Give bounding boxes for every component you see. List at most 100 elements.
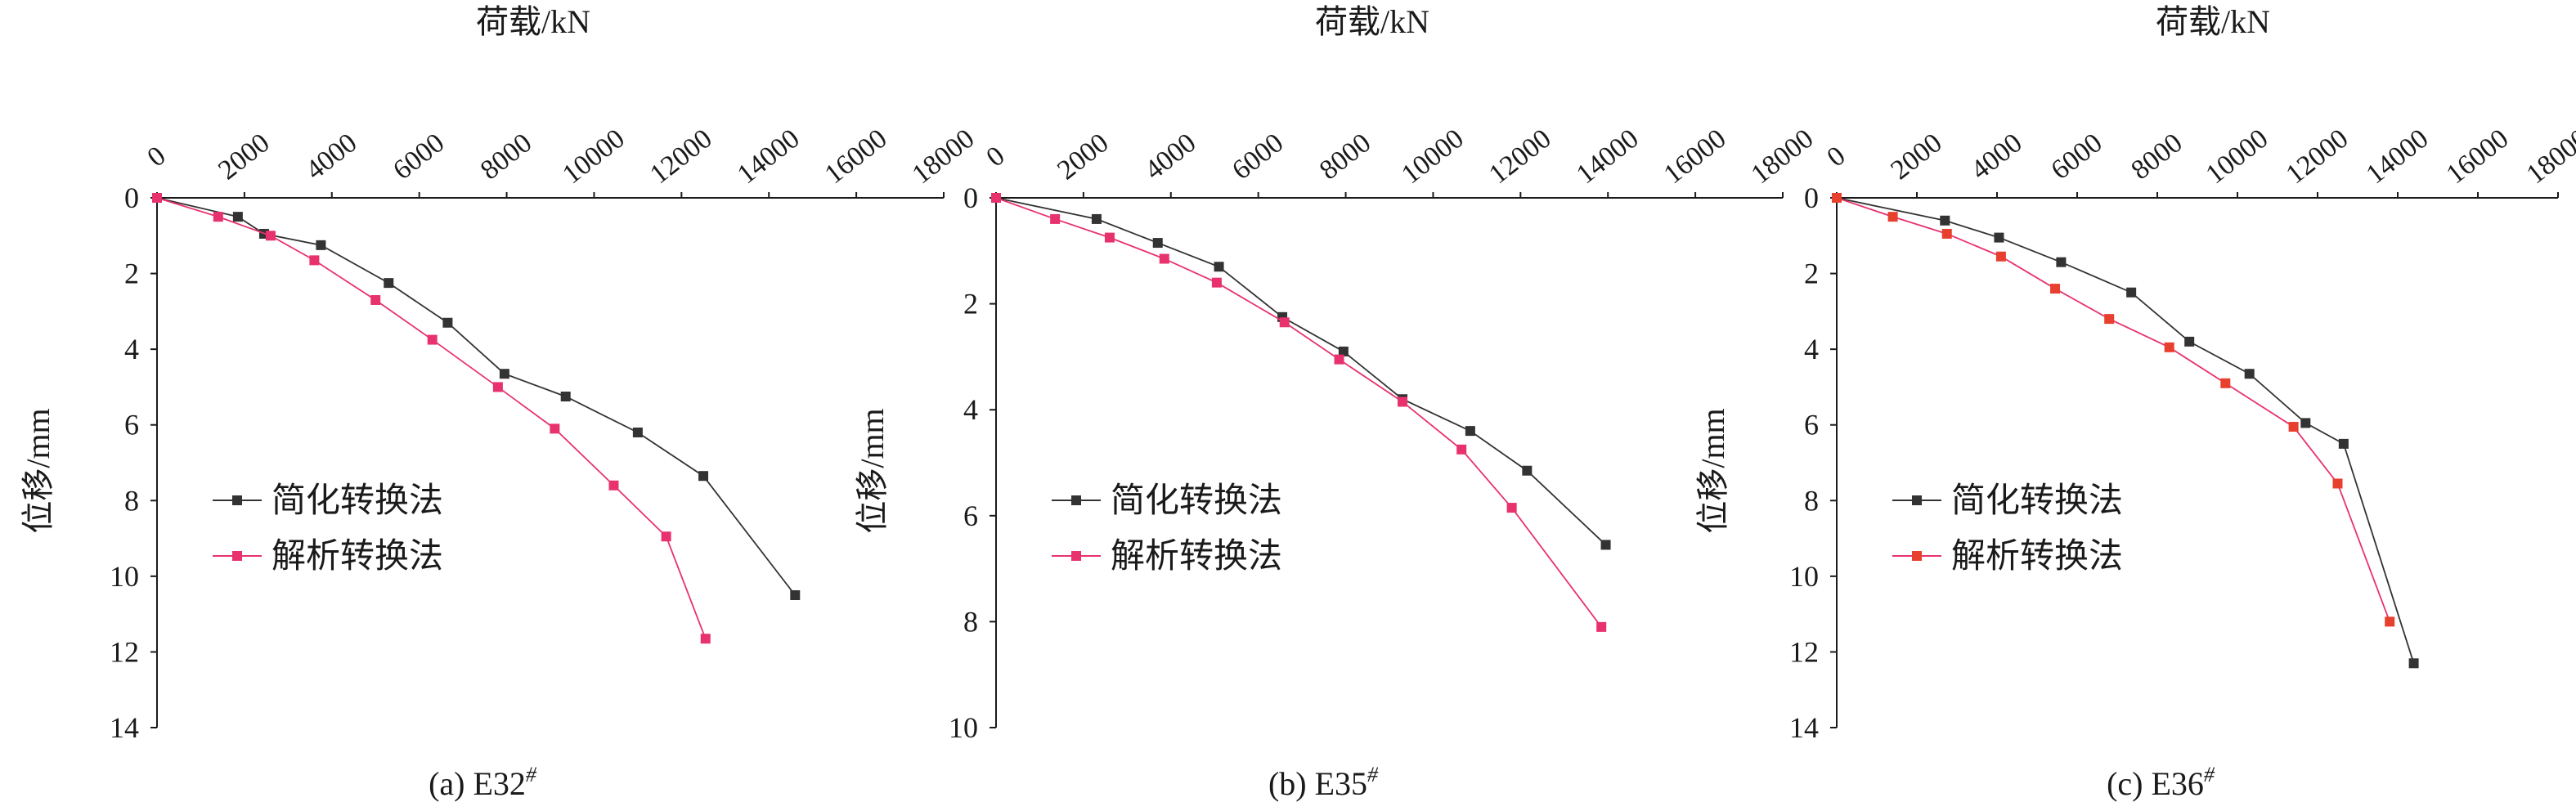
x-tick-label: 2000 (1885, 128, 1947, 186)
x-tick-label: 14000 (2361, 123, 2435, 190)
y-tick-label: 10 (110, 560, 139, 593)
chart-panel-3: 荷载/kN 0 2000 4000 6000 8000 10000 12000 14000 160… (1694, 3, 2576, 802)
y-tick-label: 8 (963, 605, 978, 638)
x-tick-label: 12000 (644, 123, 718, 190)
x-tick-label: 2000 (213, 128, 275, 186)
y-tick-label: 0 (963, 181, 978, 214)
x-tick-label: 0 (1821, 141, 1851, 173)
data-point (2288, 422, 2299, 432)
legend-swatch-marker (1912, 495, 1922, 505)
y-tick-label: 12 (1789, 635, 1819, 668)
legend-label: 解析转换法 (1951, 538, 2123, 576)
y-tick-label: 6 (963, 500, 978, 532)
x-tick-label: 0 (981, 141, 1010, 173)
data-point (2408, 658, 2419, 669)
data-point (1832, 193, 1842, 203)
data-point (442, 317, 453, 328)
y-tick-label: 2 (963, 288, 978, 320)
x-tick-label: 16000 (1658, 123, 1732, 190)
legend-label: 解析转换法 (1111, 538, 1282, 576)
data-point (2220, 378, 2231, 388)
y-axis-title: 位移/mm (1694, 408, 1731, 533)
data-point (152, 193, 162, 203)
data-point (1398, 397, 1408, 407)
y-tick-label: 0 (124, 181, 139, 214)
data-point (1887, 212, 1898, 222)
data-point (1279, 317, 1290, 328)
x-tick-label: 18000 (907, 123, 981, 190)
y-tick-label: 10 (949, 711, 978, 744)
data-point (1596, 621, 1607, 632)
panel-caption: (c) E36# (2107, 763, 2215, 802)
data-point (560, 392, 571, 401)
data-point (1050, 213, 1061, 224)
x-axis-title: 荷载/kN (476, 3, 590, 40)
x-tick-label: 14000 (1571, 123, 1645, 190)
x-tick-label: 8000 (475, 128, 537, 186)
data-point (2126, 287, 2137, 298)
y-tick-label: 4 (963, 393, 978, 426)
x-tick-label: 16000 (819, 123, 893, 190)
data-point (1159, 253, 1169, 264)
data-point (632, 427, 643, 437)
data-point (492, 382, 503, 392)
data-point (232, 212, 243, 222)
data-point (1465, 426, 1475, 437)
x-tick-label: 10000 (1396, 123, 1470, 190)
data-point (2332, 478, 2343, 489)
x-tick-label: 6000 (1227, 128, 1289, 186)
x-tick-label: 4000 (1965, 128, 2027, 186)
data-point (2056, 257, 2067, 267)
x-tick-label: 4000 (300, 128, 362, 186)
y-axis-title: 位移/mm (854, 408, 891, 533)
x-tick-label: 14000 (732, 123, 806, 190)
panel-caption-sup: # (1367, 763, 1379, 786)
panel-caption-text: (b) E35 (1268, 765, 1367, 802)
data-point (550, 423, 560, 434)
panel-caption-text: (a) E32 (429, 765, 526, 802)
data-point (499, 369, 509, 379)
data-point (1338, 346, 1349, 356)
data-point (661, 531, 671, 542)
data-point (1600, 540, 1611, 550)
data-point (1214, 262, 1224, 272)
y-tick-label: 4 (1804, 333, 1819, 365)
data-point (2300, 418, 2311, 428)
y-tick-label: 4 (124, 333, 139, 365)
y-tick-label: 0 (1804, 181, 1819, 214)
data-point (1334, 354, 1344, 365)
data-point (790, 590, 801, 600)
data-point (1152, 238, 1163, 249)
legend-label: 简化转换法 (272, 482, 443, 520)
x-tick-label: 6000 (2045, 128, 2107, 186)
x-tick-label: 18000 (1746, 123, 1820, 190)
series-line-1 (1836, 197, 2415, 664)
y-tick-label: 2 (1804, 258, 1819, 290)
chart-panel-2: 荷载/kN 0 2000 4000 6000 8000 10000 12000 14000 160… (854, 3, 1819, 802)
data-point (2338, 438, 2349, 449)
data-point (1104, 232, 1115, 243)
y-tick-label: 6 (124, 409, 139, 441)
x-tick-label: 12000 (2281, 123, 2354, 190)
data-point (608, 480, 619, 491)
legend-label: 简化转换法 (1951, 482, 2123, 520)
data-point (700, 634, 711, 644)
y-tick-label: 2 (124, 258, 139, 290)
x-tick-label: 16000 (2441, 123, 2515, 190)
data-point (2184, 336, 2195, 347)
panel-caption-text: (c) E36 (2107, 765, 2204, 802)
y-tick-label: 14 (110, 711, 139, 744)
y-axis-title: 位移/mm (20, 408, 56, 533)
y-tick-label: 8 (124, 484, 139, 517)
panel-caption-sup: # (2204, 763, 2215, 786)
x-tick-label: 6000 (388, 128, 450, 186)
data-point (1941, 228, 1952, 239)
y-tick-label: 12 (110, 635, 139, 668)
x-tick-label: 8000 (1314, 128, 1376, 186)
legend-swatch-marker (1071, 495, 1081, 505)
x-tick-label: 8000 (2125, 128, 2188, 186)
data-point (213, 212, 223, 222)
x-axis-title: 荷载/kN (2156, 3, 2270, 40)
data-point (1994, 232, 2004, 243)
